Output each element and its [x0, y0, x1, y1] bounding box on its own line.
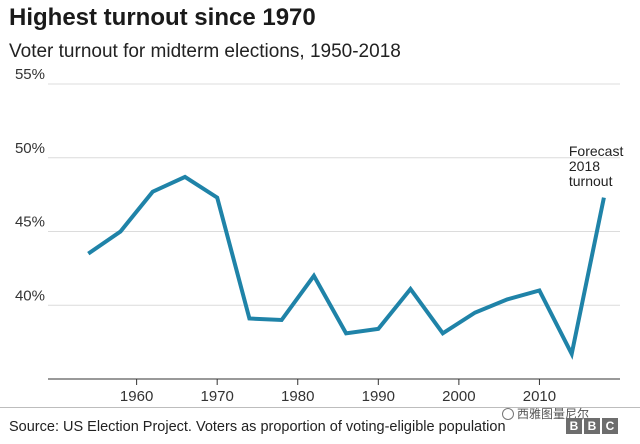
- series-line-turnout: [87, 174, 606, 360]
- chart-title: Highest turnout since 1970: [9, 4, 316, 31]
- source-note: Source: US Election Project. Voters as p…: [9, 419, 506, 435]
- footer-divider: [0, 407, 640, 408]
- logo-letter: B: [566, 418, 582, 434]
- y-tick-label: 55%: [15, 66, 45, 83]
- logo-letter: C: [602, 418, 618, 434]
- y-tick-label: 45%: [15, 214, 45, 231]
- x-tick-label: 2010: [523, 388, 556, 405]
- x-tick-label: 2000: [442, 388, 475, 405]
- forecast-annotation: Forecast 2018 turnout: [569, 143, 624, 189]
- watermark-text: 西雅图量尼尔: [517, 407, 590, 421]
- y-tick-label: 40%: [15, 287, 45, 304]
- x-tick-label: 1980: [281, 388, 314, 405]
- logo-letter: B: [584, 418, 600, 434]
- x-tick-label: 1970: [200, 388, 233, 405]
- chart-subtitle: Voter turnout for midterm elections, 195…: [9, 41, 401, 62]
- wechat-icon: [502, 407, 514, 420]
- watermark: 西雅图量尼尔: [502, 405, 589, 422]
- y-tick-label: 50%: [15, 140, 45, 157]
- bbc-logo: B B C: [566, 418, 618, 434]
- x-tick-label: 1960: [120, 388, 153, 405]
- x-tick-label: 1990: [362, 388, 395, 405]
